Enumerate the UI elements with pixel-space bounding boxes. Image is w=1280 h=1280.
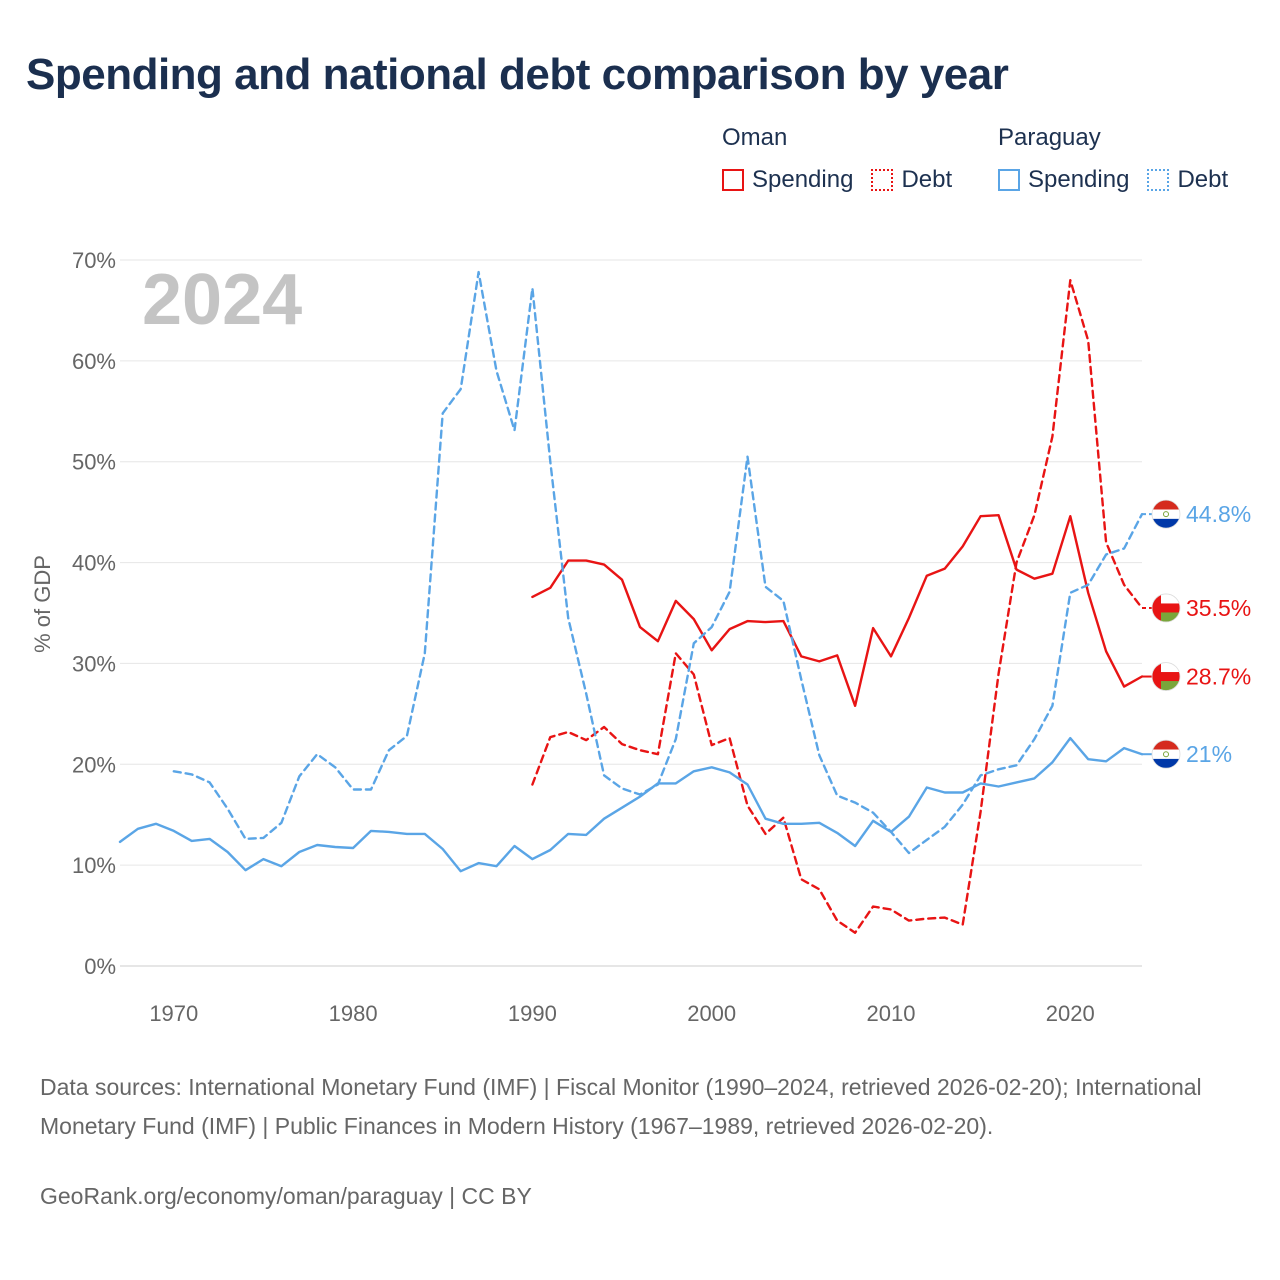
year-label: 2024 [142,260,302,340]
legend-group-name: Oman [722,124,788,151]
flag-stripes [1152,740,1180,769]
end-value-label: 44.8% [1186,501,1251,527]
flag-stripe-white [1161,593,1180,604]
y-axis-title: % of GDP [30,555,55,653]
flag-stripes [1152,662,1180,691]
flag-border [1151,662,1181,691]
y-tick-label: 60% [72,349,116,374]
y-tick-label: 20% [72,752,116,777]
flag-border [1151,499,1181,529]
legend-paraguay-spending[interactable]: Spending [998,166,1129,194]
flag-emblem [1163,751,1169,758]
legend-label: Debt [901,166,953,193]
legend-label: Debt [1177,166,1229,193]
y-tick-label: 40% [72,551,116,576]
series-line-oman-spending [531,514,1144,707]
x-tick-label: 1970 [149,1001,198,1026]
flag-emblem [1163,511,1169,518]
paraguay-flag-icon [1151,739,1181,769]
flag-stripe-white [1161,662,1180,673]
flag-stripe-red [1152,740,1180,750]
solid-swatch-icon [722,169,744,191]
y-tick-label: 30% [72,651,116,676]
end-labels: 28.7% 35.5% 21% 44.8% [1151,499,1251,769]
legend-oman-spending[interactable]: Spending [722,166,853,194]
end-value-label: 28.7% [1186,664,1251,690]
x-tick-label: 2010 [867,1001,916,1026]
x-tick-label: 1990 [508,1001,557,1026]
legend-oman-debt[interactable]: Debt [871,166,952,194]
legend-label: Spending [752,166,854,193]
source-note: Data sources: International Monetary Fun… [40,1074,1202,1139]
legend-group-paraguay: Paraguay Spending Debt [998,124,1228,194]
flag-border [1151,739,1181,769]
end-value-label: 35.5% [1186,595,1251,621]
x-tick-label: 2020 [1046,1001,1095,1026]
line-chart: 0% 10% 20% 30% 40% 50% 60% 70% 1970 1980 1990 2000 2… [30,248,1251,1026]
series-line-paraguay-debt [172,270,1144,855]
dotted-swatch-icon [871,169,894,191]
series-line-oman-debt [531,279,1144,934]
dotted-swatch-icon [1147,169,1170,191]
legend-group-name: Paraguay [998,124,1101,151]
legend-group-oman: Oman Spending Debt [722,124,970,194]
flag-stripe-blue [1152,518,1180,529]
flag-stripes [1152,593,1180,622]
flag-border [1151,593,1181,623]
chart-title: Spending and national debt comparison by… [26,50,1009,99]
flag-stripe-blue [1152,758,1180,769]
x-tick-label: 2000 [687,1001,736,1026]
axes: 0% 10% 20% 30% 40% 50% 60% 70% 1970 1980 1990 2000 2… [72,248,1095,1026]
flag-stripe-white [1152,749,1180,759]
oman-flag-icon [1151,593,1181,623]
end-value-label: 21% [1186,741,1232,767]
solid-swatch-icon [998,169,1020,191]
flag-stripe-green [1161,681,1180,691]
y-tick-label: 0% [84,954,116,979]
credit-link[interactable]: GeoRank.org/economy/oman/paraguay | CC B… [40,1183,532,1209]
y-tick-label: 70% [72,248,116,273]
flag-stripe-green [1161,612,1180,622]
x-tick-label: 1980 [329,1001,378,1026]
legend-paraguay-debt[interactable]: Debt [1147,166,1228,194]
flag-stripe-white [1152,509,1180,519]
flag-stripe-red [1152,500,1180,510]
y-tick-label: 50% [72,450,116,475]
y-tick-label: 10% [72,853,116,878]
grid [120,259,1142,967]
flag-stripes [1152,500,1180,529]
oman-flag-icon [1151,662,1181,691]
legend-label: Spending [1028,166,1130,193]
paraguay-flag-icon [1151,499,1181,529]
series [118,270,1152,934]
